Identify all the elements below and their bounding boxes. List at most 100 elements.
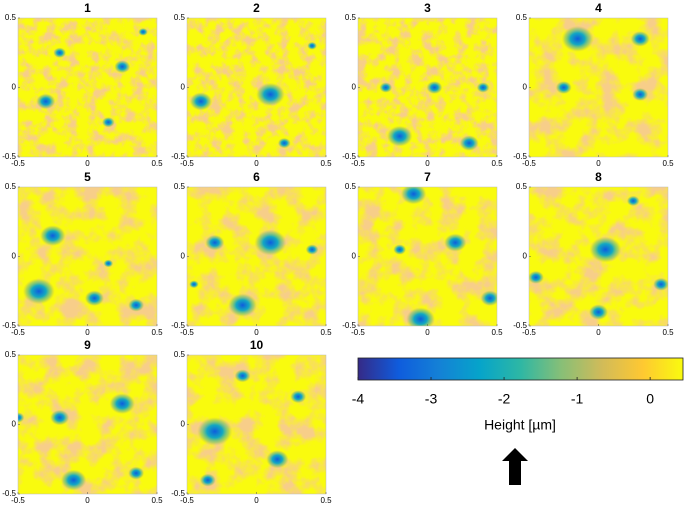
heatmap-spot — [36, 93, 56, 110]
heatmap — [187, 187, 326, 326]
heatmap-spot — [53, 47, 67, 58]
x-tick-label: -0.5 — [351, 328, 365, 337]
y-tick-label: 0 — [181, 252, 186, 261]
heatmap-spot — [630, 31, 650, 47]
panel-title: 5 — [84, 170, 91, 184]
colorbar-label: Height [µm] — [484, 417, 556, 433]
heatmap-spot — [50, 409, 70, 426]
heatmap-spot — [589, 236, 622, 263]
x-tick-label: 0 — [596, 328, 601, 337]
y-tick-label: -0.5 — [2, 489, 16, 498]
y-tick-label: 0.5 — [516, 13, 528, 22]
y-tick-label: 0 — [523, 252, 528, 261]
x-tick-label: -0.5 — [11, 328, 25, 337]
y-tick-label: -0.5 — [342, 152, 356, 161]
heatmap-spot — [400, 187, 427, 205]
heatmap-spot — [205, 234, 225, 251]
heatmap-spot — [18, 412, 25, 423]
heatmap — [18, 187, 157, 326]
y-tick-label: 0.5 — [174, 350, 186, 359]
x-tick-label: 0 — [596, 159, 601, 168]
heatmap-spot — [290, 390, 307, 404]
y-tick-label: -0.5 — [513, 321, 527, 330]
heatmap-spot — [379, 82, 393, 93]
heatmap-spot — [588, 304, 609, 320]
x-tick-label: 0 — [254, 496, 259, 505]
y-tick-label: 0 — [12, 420, 17, 429]
y-tick-label: -0.5 — [2, 152, 16, 161]
heatmap-spot — [189, 280, 199, 289]
heatmap — [358, 18, 497, 157]
x-tick-label: 0 — [254, 328, 259, 337]
y-tick-label: -0.5 — [2, 321, 16, 330]
heatmap-spot — [459, 135, 479, 151]
x-tick-label: 0.5 — [662, 159, 674, 168]
x-tick-label: 0.5 — [151, 328, 163, 337]
heatmap-spot — [426, 81, 443, 94]
x-tick-label: 0 — [425, 328, 430, 337]
panel-title: 2 — [253, 1, 260, 15]
y-tick-label: 0.5 — [345, 182, 357, 191]
heatmap-spot — [476, 82, 490, 93]
heatmap-spot — [114, 60, 131, 74]
heatmap-spot — [256, 82, 285, 107]
heatmap-spot — [444, 233, 467, 252]
y-tick-label: 0 — [181, 83, 186, 92]
heatmap-spot — [406, 307, 435, 326]
heatmap-spot — [197, 417, 233, 446]
heatmap-spot — [480, 290, 497, 306]
heatmap-spot — [138, 28, 148, 36]
y-tick-label: 0 — [12, 83, 17, 92]
heatmap-texture — [18, 18, 157, 157]
colorbar-tick-label: -2 — [498, 391, 511, 407]
heatmap — [18, 355, 157, 494]
y-tick-label: 0 — [12, 252, 17, 261]
heatmap-spot — [60, 469, 87, 491]
y-tick-label: 0.5 — [5, 13, 17, 22]
x-tick-label: 0 — [425, 159, 430, 168]
heatmap-spot — [653, 277, 668, 291]
x-tick-label: -0.5 — [180, 159, 194, 168]
x-tick-label: 0.5 — [151, 159, 163, 168]
heatmap-spot — [626, 195, 640, 207]
heatmap-spot — [529, 270, 544, 284]
y-tick-label: 0.5 — [174, 182, 186, 191]
x-tick-label: 0 — [254, 159, 259, 168]
heatmap — [358, 187, 497, 326]
y-tick-label: 0 — [352, 252, 357, 261]
heatmap-spot — [305, 244, 319, 255]
y-tick-label: -0.5 — [513, 152, 527, 161]
colorbar — [357, 357, 684, 381]
heatmap-spot — [128, 298, 145, 312]
colorbar-tick-label: -4 — [352, 391, 365, 407]
heatmap — [529, 18, 668, 157]
heatmap — [187, 18, 326, 157]
x-tick-label: -0.5 — [180, 496, 194, 505]
colorbar-tick-label: -1 — [571, 391, 584, 407]
y-tick-label: 0.5 — [516, 182, 528, 191]
x-tick-label: 0.5 — [151, 496, 163, 505]
heatmap-spot — [199, 473, 216, 487]
heatmap-spot — [109, 393, 136, 415]
colorbar-tick-label: -3 — [425, 391, 438, 407]
panel-title: 10 — [250, 338, 264, 352]
heatmap-spot — [234, 369, 251, 383]
y-tick-label: -0.5 — [171, 152, 185, 161]
y-tick-label: -0.5 — [171, 321, 185, 330]
heatmap-spot — [561, 25, 594, 52]
x-tick-label: 0.5 — [320, 328, 332, 337]
x-tick-label: 0.5 — [491, 328, 503, 337]
x-tick-label: -0.5 — [351, 159, 365, 168]
x-tick-label: -0.5 — [11, 496, 25, 505]
heatmap-spot — [22, 278, 55, 305]
y-tick-label: 0.5 — [5, 350, 17, 359]
arrow — [502, 448, 528, 485]
heatmap-spot — [632, 87, 649, 101]
y-tick-label: 0 — [181, 420, 186, 429]
y-tick-label: 0.5 — [174, 13, 186, 22]
y-tick-label: 0.5 — [345, 13, 357, 22]
heatmap-spot — [555, 81, 572, 94]
heatmap-spot — [307, 41, 317, 50]
heatmap-spot — [254, 229, 287, 256]
